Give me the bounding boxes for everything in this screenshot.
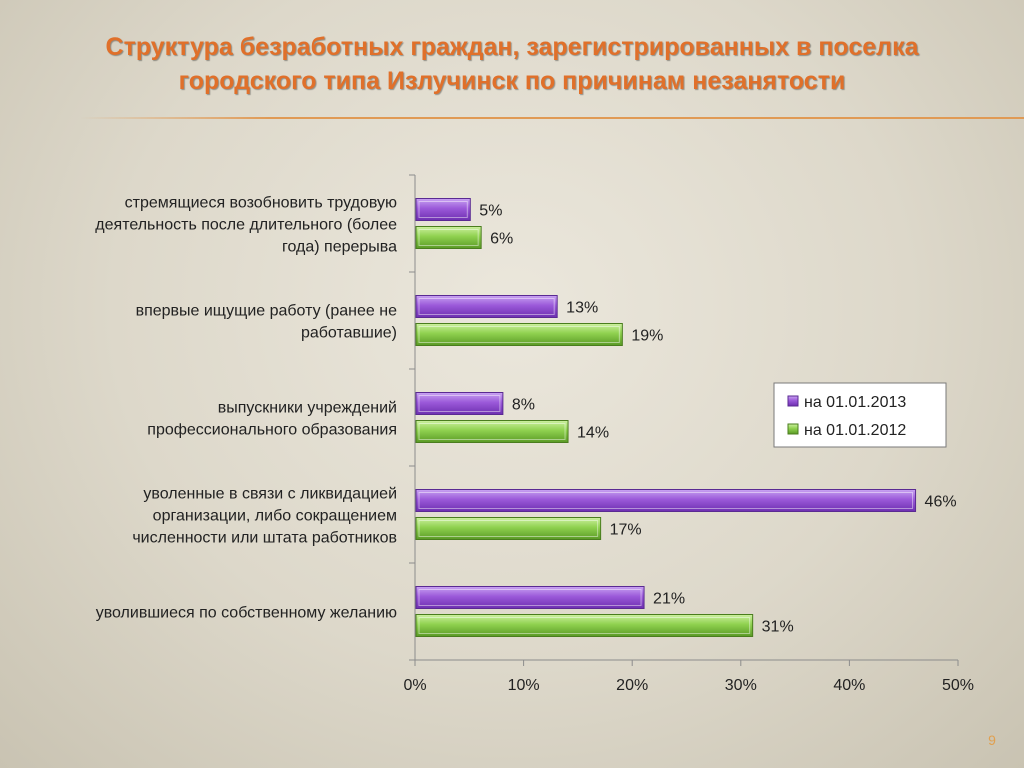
- bar-bevel: [418, 520, 599, 537]
- bar-bevel: [418, 492, 914, 509]
- legend-box: [773, 382, 947, 448]
- bar-2013: [415, 586, 645, 609]
- data-label: 8%: [512, 397, 535, 414]
- category-label-line: уволенные в связи с ликвидацией: [143, 486, 397, 503]
- category-label-line: года) перерыва: [282, 239, 397, 256]
- x-tick-label: 20%: [616, 677, 648, 694]
- category-label-line: деятельность после длительного (более: [95, 217, 397, 234]
- legend-label: на 01.01.2013: [804, 394, 906, 411]
- title-line-2: городского типа Излучинск по причинам не…: [178, 67, 846, 95]
- x-tick-label: 0%: [403, 677, 426, 694]
- bar-2013: [415, 198, 471, 221]
- category-label: впервые ищущие работу (ранее не работавши…: [136, 303, 398, 342]
- category-label-line: работавшие): [301, 325, 397, 342]
- category-label: уволенные в связи с ликвидацией организац…: [132, 486, 397, 547]
- x-tick-label: 10%: [508, 677, 540, 694]
- category-label-line: численности или штата работников: [132, 530, 397, 547]
- category-label: стремящиеся возобновить трудовую деятельн…: [95, 195, 397, 256]
- data-label: 46%: [925, 494, 957, 511]
- legend-swatch-2013: [787, 395, 799, 407]
- legend-label: на 01.01.2012: [804, 422, 906, 439]
- bar-2012: [415, 517, 602, 540]
- title-divider: [80, 117, 1024, 119]
- bar-bevel: [418, 589, 642, 606]
- bar-2012: [415, 614, 754, 637]
- data-label: 31%: [762, 619, 794, 636]
- category-label-line: организации, либо сокращением: [153, 508, 397, 525]
- bar-bevel: [418, 298, 555, 315]
- data-label: 5%: [479, 203, 502, 220]
- legend: на 01.01.2013 на 01.01.2012: [773, 382, 947, 448]
- x-tick-label: 40%: [833, 677, 865, 694]
- bar-bevel: [418, 617, 751, 634]
- data-label: 13%: [566, 300, 598, 317]
- category-label-line: стремящиеся возобновить трудовую: [125, 195, 397, 212]
- data-label: 6%: [490, 231, 513, 248]
- data-label: 17%: [610, 522, 642, 539]
- bar-bevel: [418, 326, 620, 343]
- bar-2013: [415, 295, 558, 318]
- chart-title: Структура безработных граждан, зарегистр…: [40, 30, 984, 98]
- bar-bevel: [418, 423, 566, 440]
- data-label: 14%: [577, 425, 609, 442]
- bar-2012: [415, 420, 569, 443]
- bar-bevel: [418, 395, 501, 412]
- bar-2012: [415, 323, 623, 346]
- bar-bevel: [418, 229, 479, 246]
- bar-2012: [415, 226, 482, 249]
- x-tick-label: 30%: [725, 677, 757, 694]
- legend-swatch-2012: [787, 423, 799, 435]
- data-label: 19%: [631, 328, 663, 345]
- data-label: 21%: [653, 591, 685, 608]
- bar-2013: [415, 392, 504, 415]
- category-label-line: впервые ищущие работу (ранее не: [136, 303, 398, 320]
- page-number: 9: [988, 732, 996, 748]
- category-label-line: выпускники учреждений: [218, 400, 397, 417]
- x-tick-label: 50%: [942, 677, 974, 694]
- category-label-line: уволившиеся по собственному желанию: [96, 605, 397, 622]
- bar-bevel: [418, 201, 468, 218]
- category-label: выпускники учреждений профессионального о…: [147, 400, 397, 439]
- category-label-line: профессионального образования: [147, 422, 397, 439]
- category-label: уволившиеся по собственному желанию: [96, 605, 397, 622]
- bar-2013: [415, 489, 917, 512]
- title-line-1: Структура безработных граждан, зарегистр…: [105, 33, 919, 61]
